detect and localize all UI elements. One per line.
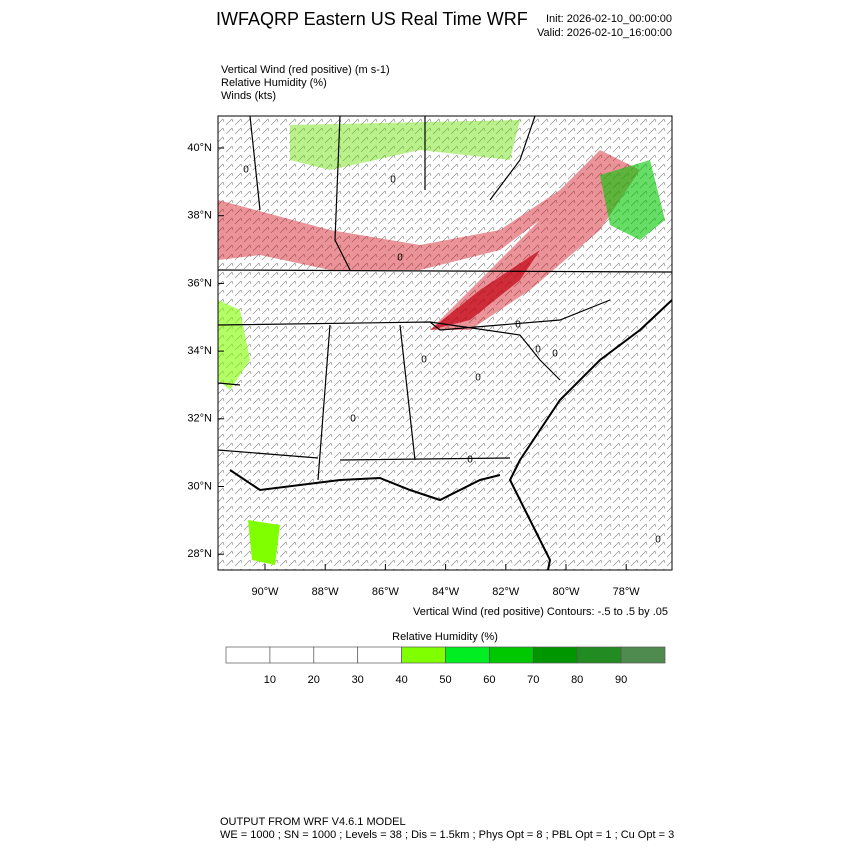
contour-label: 0 [350, 414, 356, 425]
upward-motion [218, 150, 640, 330]
map [217, 115, 673, 571]
colorbar-label: 10 [264, 674, 276, 686]
map-ticks: 40°N 38°N 36°N 34°N 32°N 30°N 28°N 90°W 88°W 86°W… [187, 142, 661, 598]
lon-label: 90°W [251, 586, 279, 598]
humidity-patch [218, 300, 250, 390]
colorbar: 10 20 30 40 50 60 70 80 90 [225, 646, 666, 686]
valid-time: Valid: 2026-02-10_16:00:00 [537, 27, 672, 39]
lon-label: 82°W [492, 586, 520, 598]
colorbar-box [313, 646, 359, 664]
contour-label: 0 [552, 349, 558, 360]
wind-barbs [218, 116, 672, 570]
field-label: Relative Humidity (%) [221, 77, 327, 89]
footer-line: OUTPUT FROM WRF V4.6.1 MODEL [220, 816, 406, 828]
colorbar-label: 30 [352, 674, 364, 686]
upward-motion-core [430, 250, 540, 330]
lon-label: 80°W [552, 586, 580, 598]
colorbar-title: Relative Humidity (%) [392, 631, 498, 643]
lat-label: 34°N [187, 345, 212, 357]
colorbar-box [532, 646, 578, 664]
contour-label: 0 [475, 373, 481, 384]
colorbar-label: 60 [483, 674, 495, 686]
contour-label: 0 [535, 345, 541, 356]
contour-caption: Vertical Wind (red positive) Contours: -… [413, 606, 668, 618]
map-frame [217, 115, 673, 571]
colorbar-box [489, 646, 534, 664]
contour-label: 0 [515, 320, 521, 331]
colorbar-box [401, 646, 446, 664]
contour-label: 0 [467, 455, 473, 466]
colorbar-box [225, 646, 271, 664]
colorbar-label: 90 [615, 674, 627, 686]
colorbar-label: 70 [527, 674, 539, 686]
coastline [229, 299, 673, 571]
lat-label: 32°N [187, 413, 212, 425]
colorbar-box [357, 646, 402, 664]
lat-label: 36°N [187, 277, 212, 289]
humidity-patch [248, 520, 280, 565]
humidity-patch [600, 160, 665, 240]
state-borders [217, 115, 673, 481]
lon-label: 88°W [312, 586, 340, 598]
contour-label: 0 [421, 355, 427, 366]
field-label: Vertical Wind (red positive) (m s-1) [221, 64, 390, 76]
lon-label: 78°W [613, 586, 641, 598]
colorbar-box [620, 646, 666, 664]
humidity-patch [290, 120, 520, 170]
colorbar-label: 50 [439, 674, 451, 686]
title: IWFAQRP Eastern US Real Time WRF [216, 9, 528, 29]
footer-line: WE = 1000 ; SN = 1000 ; Levels = 38 ; Di… [220, 829, 674, 841]
colorbar-box [576, 646, 622, 664]
colorbar-box [269, 646, 315, 664]
colorbar-label: 80 [571, 674, 583, 686]
colorbar-label: 20 [308, 674, 320, 686]
lat-label: 38°N [187, 210, 212, 222]
lat-label: 30°N [187, 480, 212, 492]
lat-label: 28°N [187, 548, 212, 560]
lon-label: 84°W [432, 586, 460, 598]
contour-label: 0 [397, 253, 403, 264]
contour-label: 0 [655, 535, 661, 546]
colorbar-label: 40 [395, 674, 407, 686]
colorbar-box [445, 646, 490, 664]
init-time: Init: 2026-02-10_00:00:00 [546, 13, 672, 25]
lon-label: 86°W [372, 586, 400, 598]
field-label: Winds (kts) [221, 90, 276, 102]
contour-label: 0 [243, 165, 249, 176]
lat-label: 40°N [187, 142, 212, 154]
contour-label: 0 [390, 175, 396, 186]
